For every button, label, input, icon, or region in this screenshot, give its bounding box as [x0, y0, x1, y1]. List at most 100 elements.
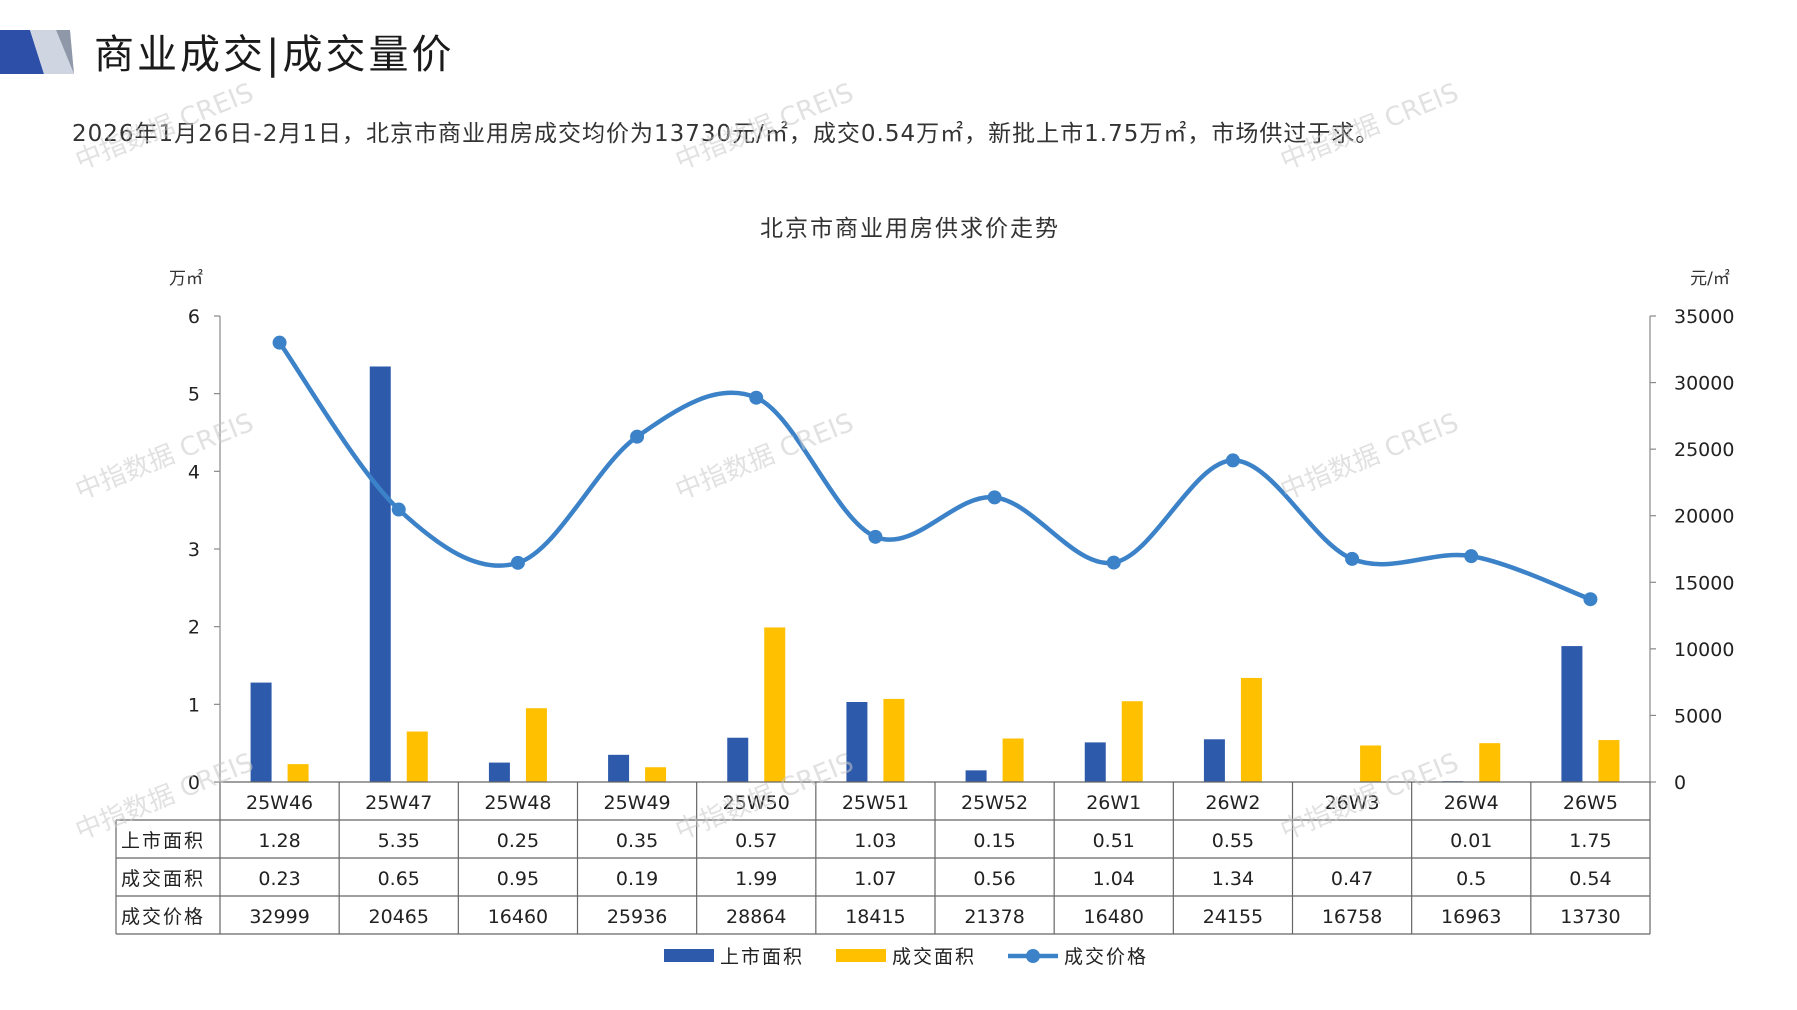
price-point	[510, 555, 525, 570]
bar-supply-area	[1203, 739, 1225, 782]
y-left-tick-label: 3	[188, 539, 200, 561]
table-cell-value: 0.95	[497, 868, 539, 890]
table-cell-value: 0.19	[616, 868, 658, 890]
category-label: 25W47	[365, 792, 432, 814]
watermark: 中指数据 CREIS	[71, 78, 258, 177]
y-right-tick-label: 20000	[1674, 506, 1734, 528]
y-left-tick-label: 2	[188, 617, 200, 639]
table-cell-value: 1.03	[854, 830, 896, 852]
price-point	[868, 529, 883, 544]
table-cell-value: 0.54	[1569, 868, 1611, 890]
table-cell-value: 24155	[1203, 906, 1263, 928]
table-cell-value: 0.25	[497, 830, 539, 852]
y-left-tick-label: 1	[188, 694, 200, 716]
category-label: 26W5	[1563, 792, 1618, 814]
bar-supply-area	[369, 366, 391, 782]
watermark: 中指数据 CREIS	[71, 408, 258, 507]
price-point	[1106, 555, 1121, 570]
table-cell-value: 16480	[1084, 906, 1144, 928]
table-cell-value: 0.57	[735, 830, 777, 852]
bar-deal-area	[525, 708, 547, 782]
bar-supply-area	[1561, 646, 1583, 782]
table-cell-value: 25936	[607, 906, 667, 928]
category-label: 25W52	[961, 792, 1028, 814]
table-cell-value: 0.56	[973, 868, 1015, 890]
price-point	[1225, 453, 1240, 468]
table-cell-value: 0.01	[1450, 830, 1492, 852]
y-right-unit: 元/㎡	[1690, 269, 1730, 289]
watermark: 中指数据 CREIS	[671, 78, 858, 177]
chart-title: 北京市商业用房供求价走势	[760, 216, 1060, 242]
y-left-unit: 万㎡	[169, 269, 203, 289]
table-row-header: 成交面积	[121, 868, 205, 890]
table-cell-value: 0.15	[973, 830, 1015, 852]
bar-deal-area	[287, 764, 309, 782]
table-row-header: 成交价格	[121, 906, 205, 928]
y-left-tick-label: 6	[188, 306, 200, 328]
bar-supply-area	[1084, 742, 1106, 782]
y-right-tick-label: 30000	[1674, 373, 1734, 395]
bar-deal-area	[1002, 738, 1024, 782]
page-title: 商业成交|成交量价	[94, 32, 455, 78]
price-point	[1345, 551, 1360, 566]
y-right-tick-label: 25000	[1674, 439, 1734, 461]
price-point	[1583, 592, 1598, 607]
legend-label-price: 成交价格	[1064, 946, 1148, 968]
table-cell-value: 0.51	[1093, 830, 1135, 852]
category-label: 26W4	[1444, 792, 1499, 814]
legend-label-supply: 上市面积	[720, 946, 804, 968]
bar-deal-area	[1598, 740, 1620, 782]
y-left-tick-label: 5	[188, 384, 200, 406]
y-left-tick-label: 0	[188, 772, 200, 794]
table-cell-value: 0.47	[1331, 868, 1373, 890]
y-left-tick-label: 4	[188, 461, 200, 483]
y-right-tick-label: 0	[1674, 772, 1686, 794]
price-point	[630, 429, 645, 444]
bar-deal-area	[1479, 743, 1501, 782]
watermark: 中指数据 CREIS	[1276, 408, 1463, 507]
category-label: 26W2	[1205, 792, 1260, 814]
table-cell-value: 13730	[1560, 906, 1620, 928]
bar-supply-area	[965, 770, 987, 782]
bar-supply-area	[608, 754, 630, 782]
table-cell-value: 5.35	[378, 830, 420, 852]
legend-swatch-supply	[664, 949, 714, 962]
category-label: 25W46	[246, 792, 313, 814]
price-point	[987, 490, 1002, 505]
legend-swatch-price-marker	[1026, 949, 1040, 963]
category-label: 25W51	[842, 792, 909, 814]
table-cell-value: 1.99	[735, 868, 777, 890]
table-cell-value: 20465	[369, 906, 429, 928]
category-label: 25W48	[484, 792, 551, 814]
legend-label-deal: 成交面积	[892, 946, 976, 968]
table-cell-value: 0.55	[1212, 830, 1254, 852]
bar-deal-area	[1121, 701, 1143, 782]
table-cell-value: 1.28	[258, 830, 300, 852]
table-cell-value: 16758	[1322, 906, 1382, 928]
bar-deal-area	[1240, 677, 1262, 782]
table-cell-value: 28864	[726, 906, 786, 928]
bar-supply-area	[727, 737, 749, 782]
price-point	[1464, 549, 1479, 564]
table-cell-value: 1.75	[1569, 830, 1611, 852]
table-cell-value: 18415	[845, 906, 905, 928]
category-label: 26W3	[1325, 792, 1380, 814]
table-cell-value: 0.23	[258, 868, 300, 890]
table-cell-value: 16963	[1441, 906, 1501, 928]
price-point	[391, 502, 406, 517]
table-cell-value: 1.34	[1212, 868, 1254, 890]
bar-deal-area	[645, 767, 667, 782]
table-row-header: 上市面积	[121, 830, 205, 852]
table-cell-value: 16460	[488, 906, 548, 928]
table-cell-value: 1.04	[1093, 868, 1135, 890]
y-right-tick-label: 15000	[1674, 572, 1734, 594]
table-cell-value: 32999	[249, 906, 309, 928]
table-cell-value: 1.07	[854, 868, 896, 890]
header-logo	[0, 30, 74, 74]
table-cell-value: 0.65	[378, 868, 420, 890]
bar-supply-area	[250, 682, 272, 782]
table-cell-value: 21378	[964, 906, 1024, 928]
price-point	[749, 390, 764, 405]
bar-deal-area	[764, 627, 786, 782]
